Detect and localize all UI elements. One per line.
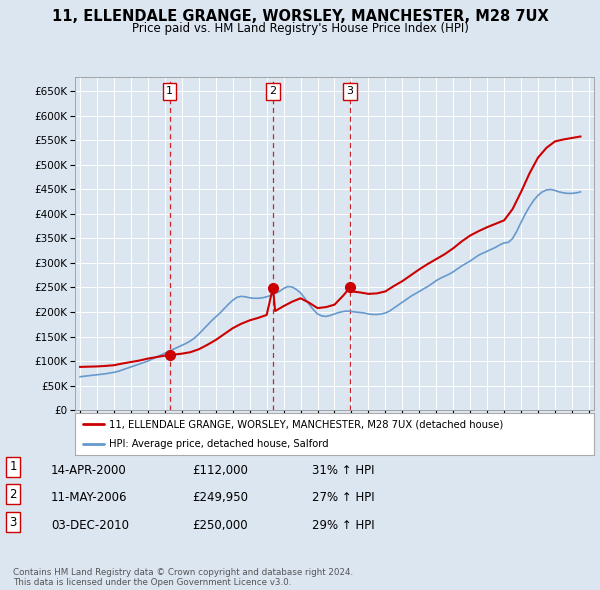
Text: 1: 1 [166,86,173,96]
Text: 29% ↑ HPI: 29% ↑ HPI [312,519,374,532]
Text: £112,000: £112,000 [192,464,248,477]
Text: 11, ELLENDALE GRANGE, WORSLEY, MANCHESTER, M28 7UX: 11, ELLENDALE GRANGE, WORSLEY, MANCHESTE… [52,9,548,24]
Text: 3: 3 [10,516,17,529]
Text: 03-DEC-2010: 03-DEC-2010 [51,519,129,532]
Text: Price paid vs. HM Land Registry's House Price Index (HPI): Price paid vs. HM Land Registry's House … [131,22,469,35]
Text: 11-MAY-2006: 11-MAY-2006 [51,491,128,504]
Text: 14-APR-2000: 14-APR-2000 [51,464,127,477]
Text: 2: 2 [10,488,17,501]
Text: Contains HM Land Registry data © Crown copyright and database right 2024.
This d: Contains HM Land Registry data © Crown c… [13,568,353,587]
Text: £249,950: £249,950 [192,491,248,504]
Text: 3: 3 [347,86,353,96]
Text: £250,000: £250,000 [192,519,248,532]
Text: 27% ↑ HPI: 27% ↑ HPI [312,491,374,504]
Text: 11, ELLENDALE GRANGE, WORSLEY, MANCHESTER, M28 7UX (detached house): 11, ELLENDALE GRANGE, WORSLEY, MANCHESTE… [109,419,503,430]
Text: 2: 2 [269,86,277,96]
Text: HPI: Average price, detached house, Salford: HPI: Average price, detached house, Salf… [109,439,328,449]
Text: 31% ↑ HPI: 31% ↑ HPI [312,464,374,477]
Text: 1: 1 [10,460,17,473]
